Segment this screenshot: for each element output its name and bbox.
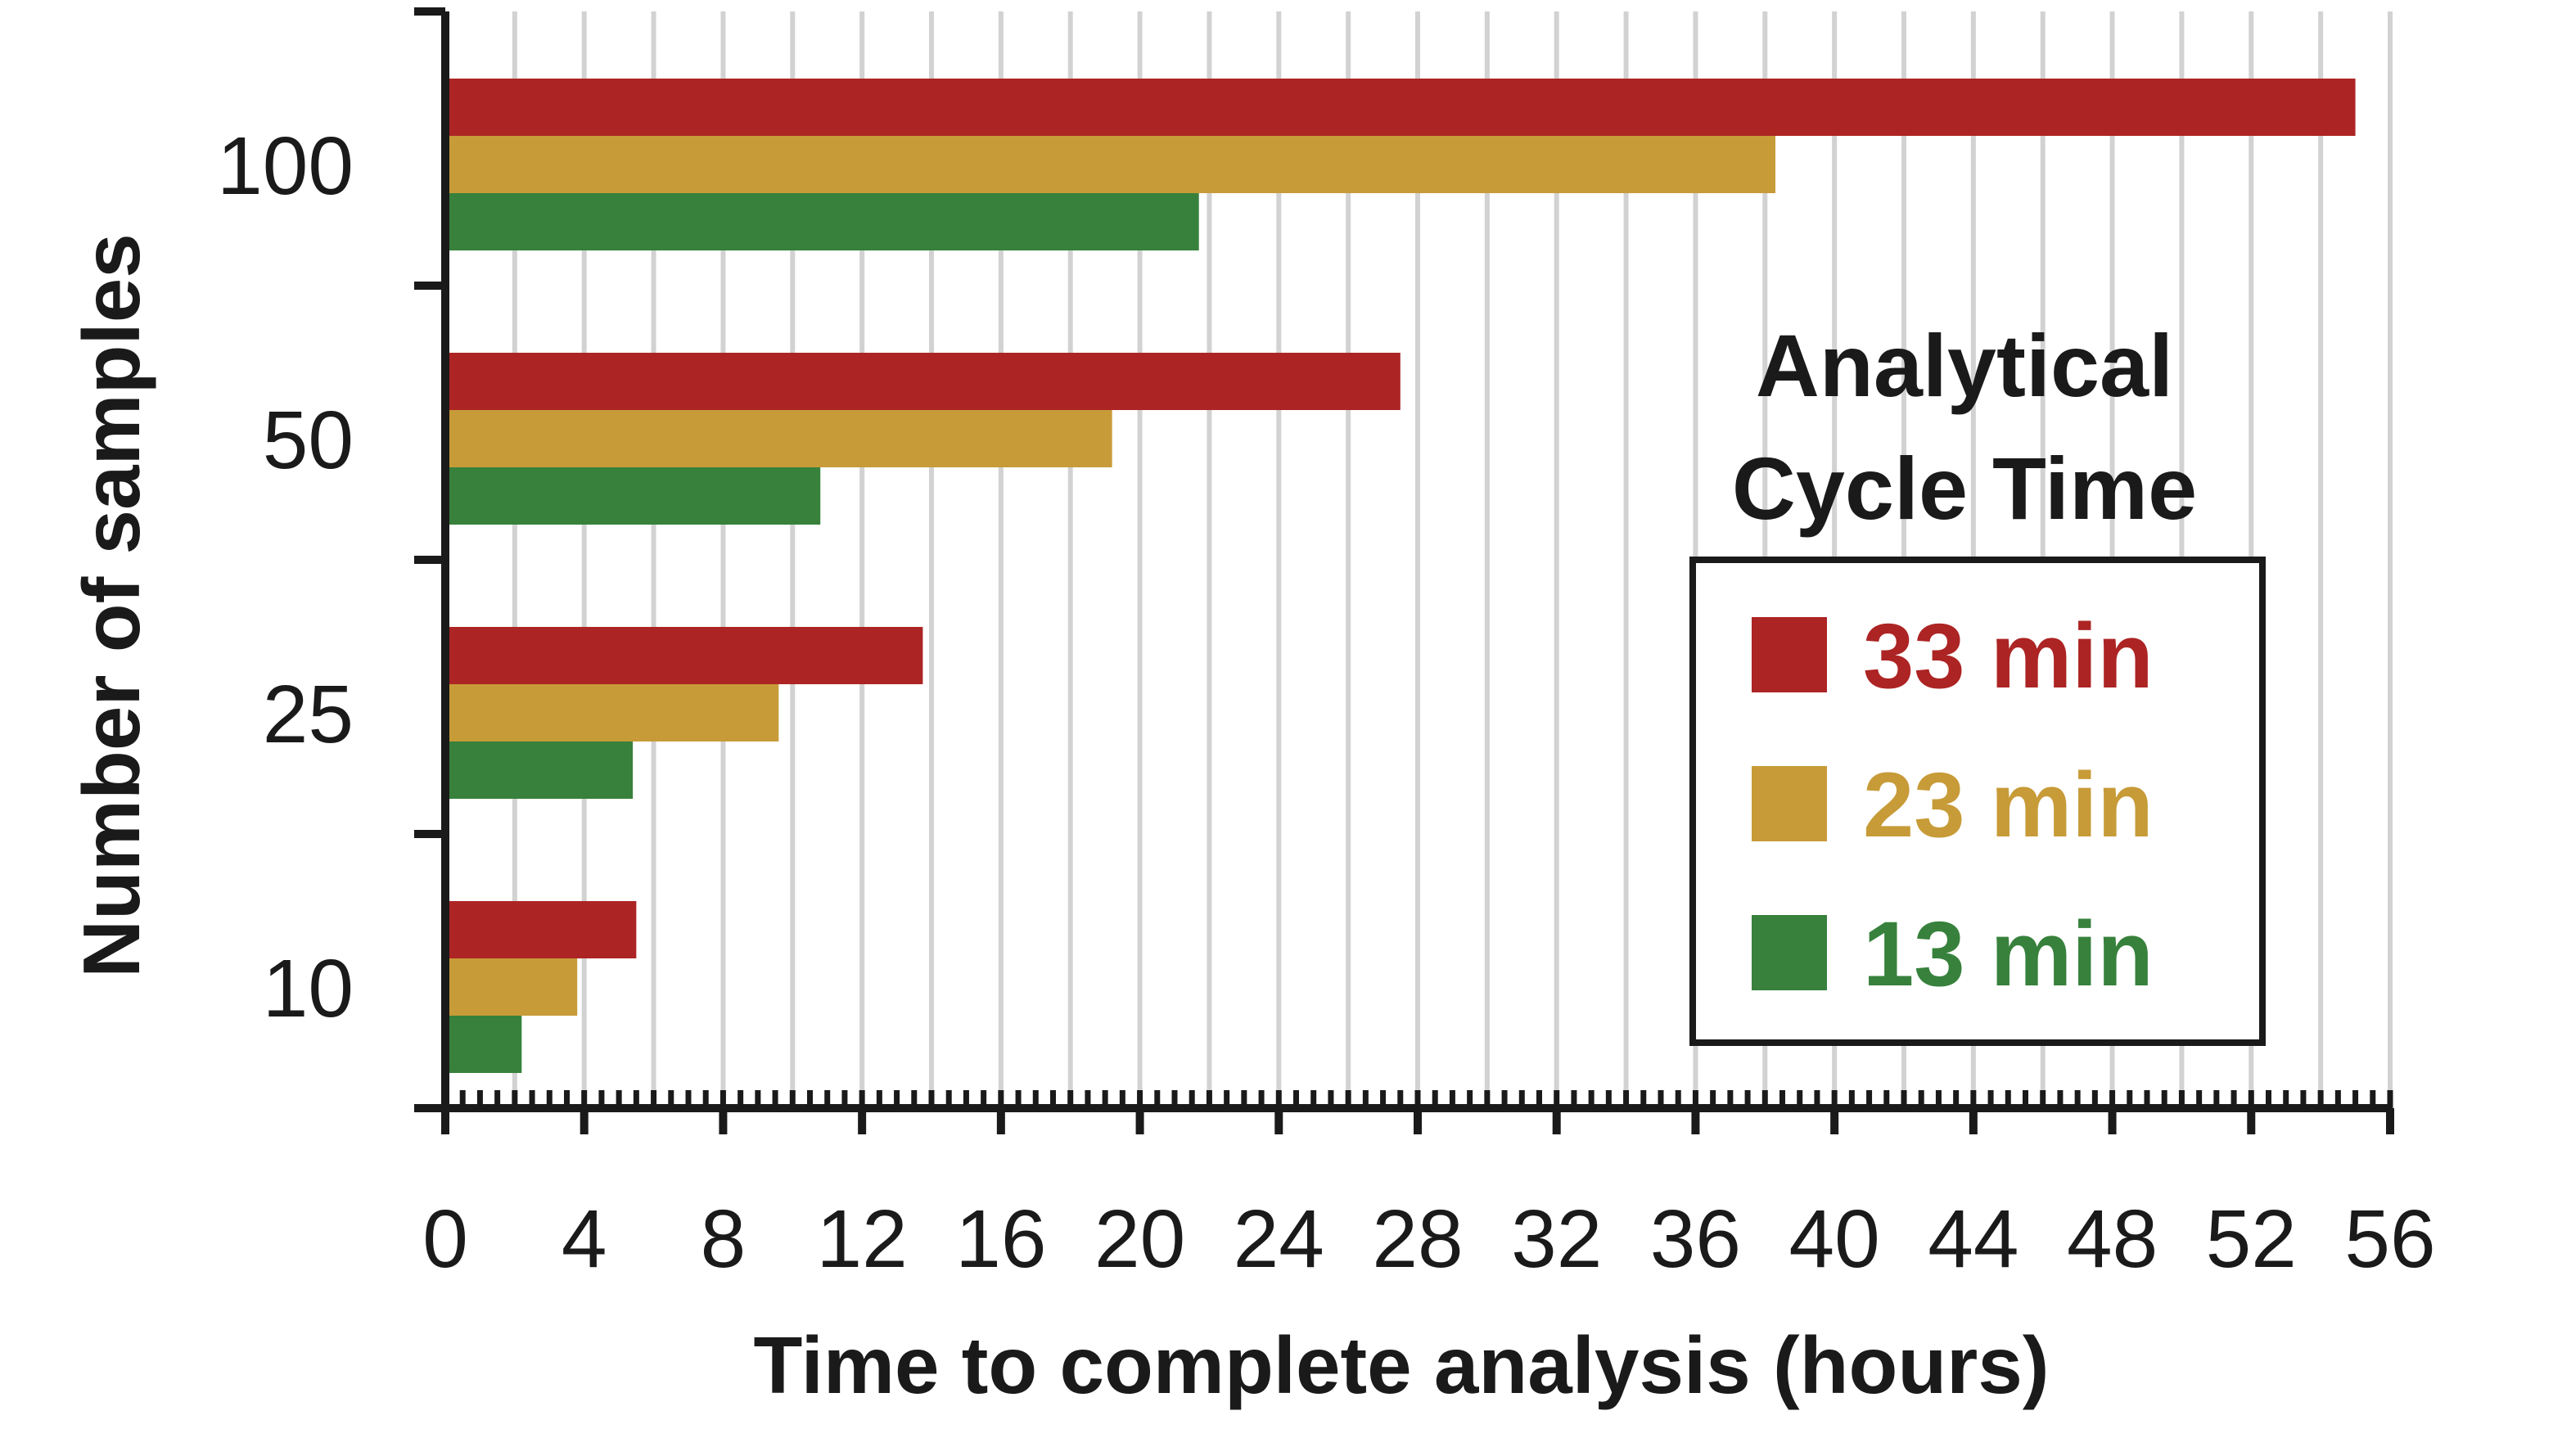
bar (449, 627, 923, 684)
x-tick-label: 36 (1650, 1193, 1741, 1285)
y-tick-label: 10 (263, 943, 354, 1035)
x-tick-label: 8 (701, 1193, 747, 1285)
bar (449, 958, 578, 1016)
bar (449, 901, 637, 958)
x-tick-label: 52 (2206, 1193, 2297, 1285)
bar (449, 742, 634, 799)
x-tick-label: 20 (1094, 1193, 1185, 1285)
x-tick-label: 12 (817, 1193, 908, 1285)
x-tick-label: 0 (422, 1193, 468, 1285)
x-tick-label: 4 (562, 1193, 607, 1285)
x-tick-label: 44 (1928, 1193, 2018, 1285)
legend: Analytical Cycle Time 33 min 23 min 13 min (1689, 316, 2266, 1046)
bar (449, 79, 2356, 136)
y-axis-title: Number of samples (66, 233, 156, 977)
legend-label: 13 min (1863, 903, 2154, 1005)
bars (449, 79, 2356, 1073)
legend-title-line-2: Cycle Time (1732, 439, 2197, 538)
bar (449, 410, 1112, 467)
legend-swatch (1752, 915, 1827, 990)
y-tick-label: 100 (217, 120, 354, 212)
y-tick-label: 50 (263, 394, 354, 486)
legend-swatch (1752, 766, 1827, 841)
x-tick-labels: 0 4 8 12 16 20 24 28 32 36 40 44 48 52 56 (422, 1193, 2435, 1285)
legend-title-line-1: Analytical (1756, 316, 2173, 415)
bar (449, 193, 1199, 250)
x-tick-label: 24 (1234, 1193, 1324, 1285)
bar (449, 467, 821, 525)
bar (449, 1016, 522, 1073)
legend-label: 33 min (1863, 605, 2154, 707)
x-minor-ticks (442, 1090, 2393, 1108)
x-tick-label: 40 (1789, 1193, 1880, 1285)
x-tick-label: 48 (2067, 1193, 2158, 1285)
x-axis-title: Time to complete analysis (hours) (754, 1320, 2050, 1410)
bar (449, 136, 1776, 193)
bar (449, 684, 779, 742)
x-tick-label: 28 (1372, 1193, 1463, 1285)
x-tick-label: 56 (2344, 1193, 2435, 1285)
y-tick-labels: 100 50 25 10 (217, 120, 354, 1035)
y-tick-label: 25 (263, 669, 354, 760)
legend-label: 23 min (1863, 754, 2154, 856)
legend-swatch (1752, 617, 1827, 692)
legend-items: 33 min 23 min 13 min (1752, 605, 2154, 1005)
x-tick-label: 16 (955, 1193, 1046, 1285)
bar (449, 353, 1401, 410)
x-tick-label: 32 (1511, 1193, 1602, 1285)
